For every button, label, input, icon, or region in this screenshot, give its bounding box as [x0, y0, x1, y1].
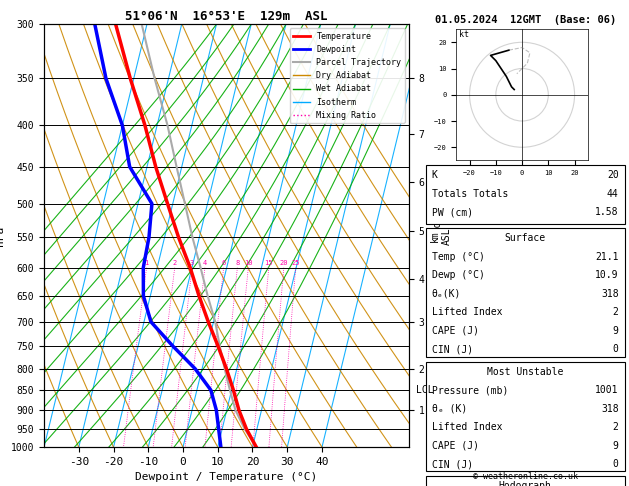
Text: CAPE (J): CAPE (J) [431, 326, 479, 336]
Title: 51°06'N  16°53'E  129m  ASL: 51°06'N 16°53'E 129m ASL [125, 10, 328, 23]
Text: kt: kt [459, 30, 469, 39]
Text: Most Unstable: Most Unstable [487, 367, 564, 377]
Y-axis label: hPa: hPa [0, 226, 5, 246]
Text: © weatheronline.co.uk: © weatheronline.co.uk [473, 472, 577, 481]
Text: 20: 20 [607, 170, 619, 180]
Text: 8: 8 [235, 260, 240, 266]
Text: 1001: 1001 [595, 385, 619, 396]
Y-axis label: km
ASL: km ASL [430, 227, 452, 244]
Text: Lifted Index: Lifted Index [431, 422, 503, 433]
Text: LCL: LCL [416, 385, 434, 395]
Text: Surface: Surface [504, 233, 546, 243]
Text: 318: 318 [601, 404, 619, 414]
Text: 2: 2 [613, 307, 619, 317]
FancyBboxPatch shape [426, 476, 625, 486]
FancyBboxPatch shape [426, 165, 625, 224]
Text: 9: 9 [613, 326, 619, 336]
Text: Lifted Index: Lifted Index [431, 307, 503, 317]
Text: 10.9: 10.9 [595, 270, 619, 280]
Text: 0: 0 [613, 344, 619, 354]
Text: 21.1: 21.1 [595, 252, 619, 262]
Text: 15: 15 [265, 260, 273, 266]
Text: 2: 2 [613, 422, 619, 433]
Text: Mixing Ratio (g/kg): Mixing Ratio (g/kg) [433, 180, 443, 292]
Text: 6: 6 [221, 260, 226, 266]
Text: CIN (J): CIN (J) [431, 344, 473, 354]
Text: CAPE (J): CAPE (J) [431, 441, 479, 451]
Text: 9: 9 [613, 441, 619, 451]
Text: θₑ (K): θₑ (K) [431, 404, 467, 414]
Text: 2: 2 [172, 260, 177, 266]
Legend: Temperature, Dewpoint, Parcel Trajectory, Dry Adiabat, Wet Adiabat, Isotherm, Mi: Temperature, Dewpoint, Parcel Trajectory… [290, 29, 404, 123]
FancyBboxPatch shape [426, 228, 625, 357]
Text: 318: 318 [601, 289, 619, 299]
Text: 1: 1 [145, 260, 148, 266]
Text: 44: 44 [607, 189, 619, 199]
Text: Dewp (°C): Dewp (°C) [431, 270, 485, 280]
Text: 01.05.2024  12GMT  (Base: 06): 01.05.2024 12GMT (Base: 06) [435, 15, 616, 25]
Text: 1.58: 1.58 [595, 207, 619, 217]
Text: Hodograph: Hodograph [499, 481, 552, 486]
FancyBboxPatch shape [426, 362, 625, 471]
Text: 0: 0 [613, 459, 619, 469]
Text: CIN (J): CIN (J) [431, 459, 473, 469]
Text: Temp (°C): Temp (°C) [431, 252, 485, 262]
Text: 25: 25 [291, 260, 300, 266]
Text: 3: 3 [190, 260, 194, 266]
Text: θₑ(K): θₑ(K) [431, 289, 461, 299]
X-axis label: Dewpoint / Temperature (°C): Dewpoint / Temperature (°C) [135, 472, 318, 483]
Text: Pressure (mb): Pressure (mb) [431, 385, 508, 396]
Text: PW (cm): PW (cm) [431, 207, 473, 217]
Text: 4: 4 [203, 260, 207, 266]
Text: 10: 10 [244, 260, 253, 266]
Text: Totals Totals: Totals Totals [431, 189, 508, 199]
Text: 20: 20 [279, 260, 288, 266]
Text: K: K [431, 170, 438, 180]
